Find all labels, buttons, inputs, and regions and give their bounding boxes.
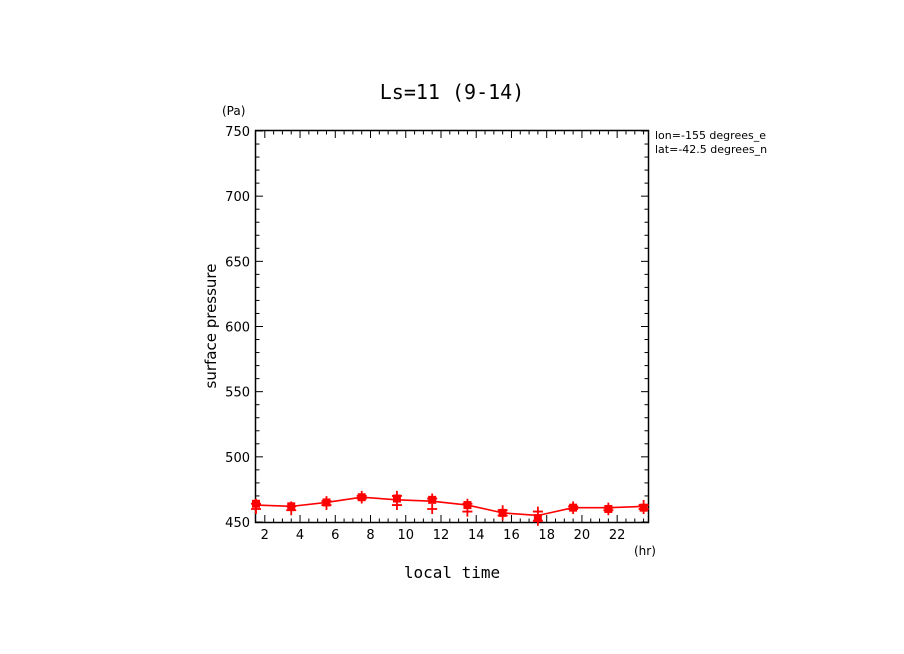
plus-marker — [427, 503, 438, 514]
square-marker — [252, 499, 260, 508]
chart-title: Ls=11 (9-14) — [380, 80, 525, 104]
x-tick-label: 4 — [296, 528, 304, 543]
square-marker — [357, 493, 366, 502]
x-tick-label: 20 — [574, 528, 591, 543]
square-marker — [569, 503, 578, 512]
y-tick-label: 750 — [225, 125, 250, 140]
x-tick-label: 16 — [503, 528, 520, 543]
square-marker — [287, 502, 296, 511]
y-tick-label: 450 — [225, 516, 250, 531]
square-marker — [533, 514, 542, 523]
x-tick-label: 22 — [609, 528, 626, 543]
x-unit-label: (hr) — [634, 544, 656, 558]
series-line — [255, 496, 644, 517]
annotation-lat: lat=-42.5 degrees_n — [655, 143, 767, 156]
y-tick-label: 700 — [225, 190, 250, 205]
x-tick-label: 8 — [366, 528, 374, 543]
y-tick-label: 650 — [225, 255, 250, 270]
y-unit-label: (Pa) — [222, 104, 245, 118]
square-marker — [604, 504, 613, 513]
y-tick-label: 600 — [225, 321, 250, 336]
y-tick-label: 500 — [225, 451, 250, 466]
square-marker — [428, 495, 437, 504]
x-tick-label: 10 — [397, 528, 414, 543]
square-marker — [498, 508, 507, 517]
square-marker — [463, 501, 472, 510]
y-axis-label: surface pressure — [202, 264, 220, 389]
y-tick-label: 550 — [225, 386, 250, 401]
axis-tick-labels: 450 500 550 600 650 700 750 2 4 6 8 10 12 14 16 18 20 22 — [225, 125, 625, 543]
series-layer — [251, 490, 649, 526]
x-tick-label: 18 — [538, 528, 555, 543]
x-tick-label: 12 — [433, 528, 450, 543]
axis-ticks — [256, 130, 648, 523]
x-tick-label: 2 — [261, 528, 269, 543]
x-axis-label: local time — [404, 563, 500, 582]
annotation-lon: lon=-155 degrees_e — [655, 129, 766, 142]
x-tick-label: 14 — [468, 528, 485, 543]
square-marker — [322, 498, 331, 507]
square-marker — [392, 494, 401, 503]
plot-frame — [254, 129, 650, 524]
x-tick-label: 6 — [331, 528, 339, 543]
square-marker — [639, 503, 648, 512]
